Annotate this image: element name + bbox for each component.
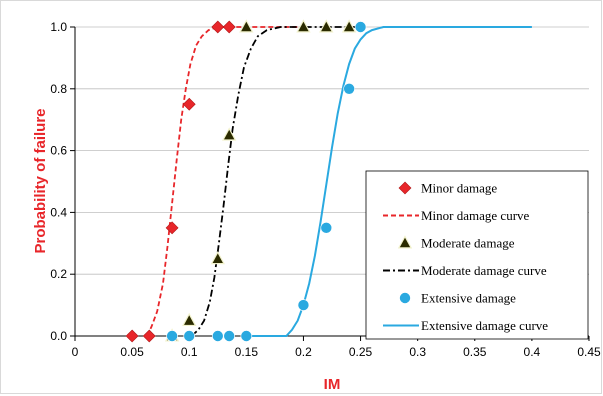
x-tick-label: 0.35	[463, 345, 487, 359]
legend: Minor damage Minor damage curve Moderate d…	[365, 170, 589, 340]
legend-box	[365, 170, 589, 340]
data-point	[222, 20, 236, 34]
series-line	[190, 26, 361, 337]
legend-label: Moderate damage	[421, 236, 515, 251]
data-point	[182, 312, 197, 327]
x-tick-label: 0.15	[235, 345, 259, 359]
series-line	[246, 26, 532, 337]
y-axis-title: Probability of failure	[32, 108, 49, 253]
legend-label: Minor damage	[421, 181, 497, 196]
x-tick-label: 0.3	[409, 345, 426, 359]
legend-marker	[397, 235, 413, 249]
y-tick-label: 0.2	[50, 267, 67, 281]
data-point	[222, 127, 237, 141]
y-tick-label: 0.4	[50, 205, 67, 219]
y-tick-label: 1.0	[50, 20, 67, 34]
data-point	[320, 222, 333, 234]
data-point	[182, 97, 196, 111]
data-point	[343, 83, 355, 95]
x-tick-label: 0.4	[524, 345, 541, 359]
x-tick-label: 0.45	[577, 345, 601, 359]
data-point	[166, 330, 178, 342]
data-point	[165, 221, 179, 235]
y-tick-label: 0.0	[50, 329, 67, 343]
data-point	[296, 19, 311, 33]
x-tick-label: 0.25	[349, 345, 373, 359]
data-point	[142, 329, 156, 343]
y-tick-label: 0.6	[50, 144, 67, 158]
point-layer	[125, 19, 367, 343]
data-point	[297, 299, 310, 311]
data-point	[223, 330, 235, 342]
data-point	[239, 19, 254, 33]
label-layer: 0.0 0.2 0.4 0.6 0.8 1.0 0 0.05 0.1 0.15 0.2 0.25 0.3…	[50, 20, 601, 359]
x-tick-label: 0.1	[181, 345, 198, 359]
y-tick-label: 0.8	[50, 82, 67, 96]
legend-label: Moderate damage curve	[421, 263, 547, 278]
legend-marker	[399, 292, 411, 304]
data-point	[211, 20, 225, 34]
data-point	[125, 329, 139, 343]
x-tick-label: 0	[72, 345, 79, 359]
data-point	[319, 19, 334, 33]
series-line	[146, 26, 304, 337]
legend-label: Extensive damage	[421, 291, 516, 306]
data-point	[210, 250, 225, 265]
x-tick-label: 0.2	[295, 345, 312, 359]
legend-marker	[398, 181, 412, 195]
x-axis-title: IM	[324, 376, 341, 393]
legend-label: Extensive damage curve	[421, 318, 548, 333]
x-tick-label: 0.05	[120, 345, 144, 359]
data-point	[211, 330, 224, 342]
data-point	[240, 330, 253, 342]
data-point	[183, 330, 196, 342]
data-point	[341, 19, 357, 33]
legend-label: Minor damage curve	[421, 208, 530, 223]
data-point	[354, 21, 367, 33]
